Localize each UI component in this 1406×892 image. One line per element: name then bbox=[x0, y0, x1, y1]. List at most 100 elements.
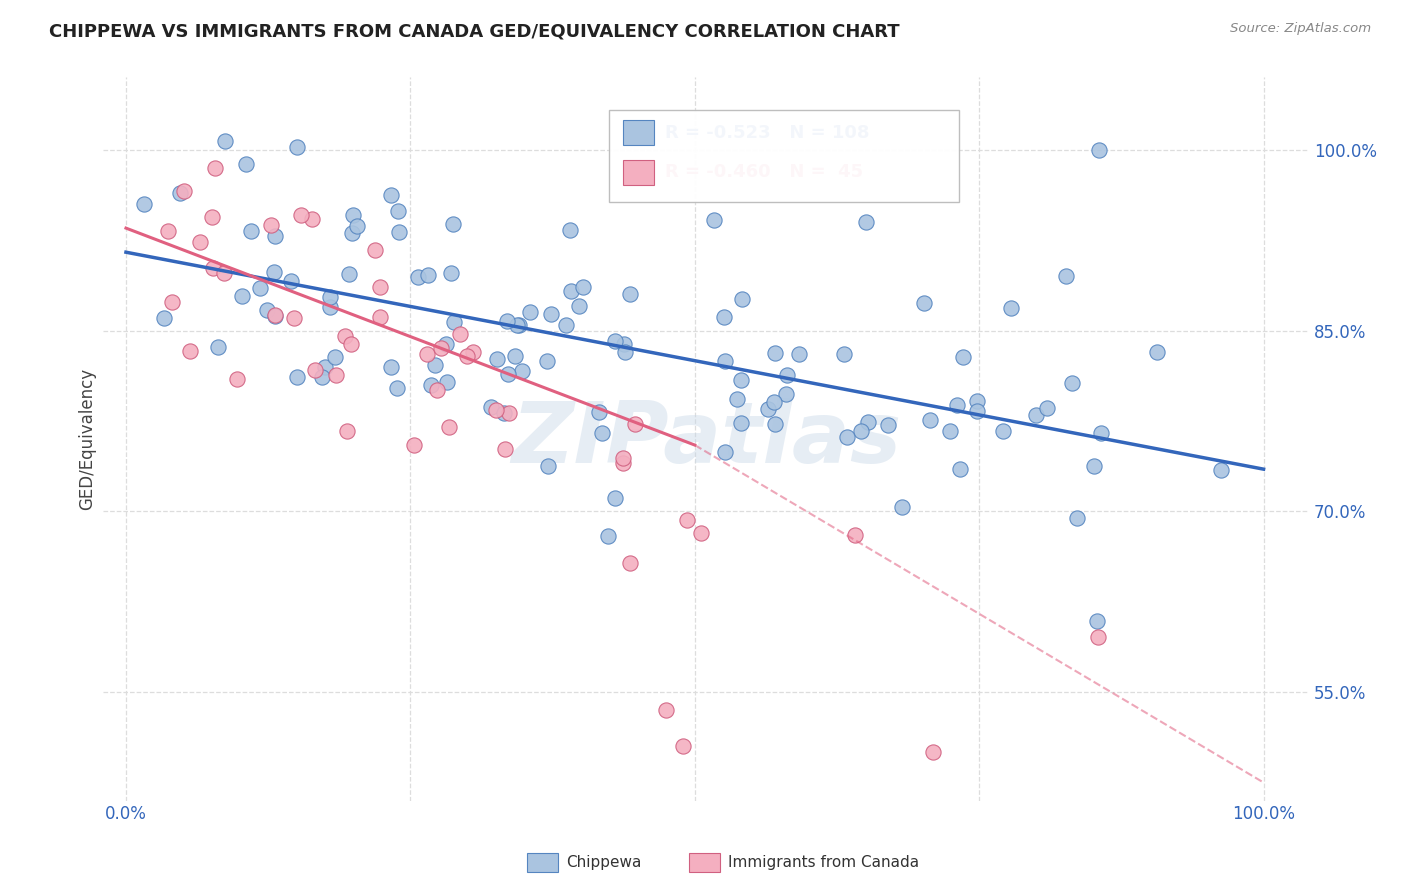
Point bbox=[613, 337, 636, 351]
Point bbox=[202, 260, 225, 275]
Point bbox=[1000, 301, 1022, 315]
Point bbox=[605, 334, 627, 348]
Text: R = -0.460   N =  45: R = -0.460 N = 45 bbox=[665, 163, 863, 181]
Point bbox=[1025, 408, 1047, 422]
Point bbox=[339, 336, 361, 351]
Point bbox=[856, 415, 879, 429]
Point bbox=[588, 405, 610, 419]
Point bbox=[368, 280, 391, 294]
Point bbox=[613, 345, 636, 359]
Point bbox=[503, 349, 526, 363]
Point bbox=[263, 309, 285, 323]
Point bbox=[730, 373, 752, 387]
Point bbox=[832, 347, 855, 361]
Point bbox=[169, 186, 191, 200]
Point bbox=[156, 224, 179, 238]
Point bbox=[336, 424, 359, 438]
Point bbox=[402, 438, 425, 452]
Point bbox=[672, 739, 695, 754]
Point bbox=[301, 212, 323, 227]
Point bbox=[912, 295, 935, 310]
Point bbox=[558, 223, 581, 237]
Text: Source: ZipAtlas.com: Source: ZipAtlas.com bbox=[1230, 22, 1371, 36]
Point bbox=[762, 395, 785, 409]
Point bbox=[479, 400, 502, 414]
Point bbox=[204, 161, 226, 175]
Point bbox=[263, 308, 285, 322]
Point bbox=[368, 310, 391, 325]
Point bbox=[655, 703, 678, 717]
Point bbox=[725, 392, 748, 406]
Point bbox=[323, 350, 346, 364]
Point bbox=[591, 425, 613, 440]
Point bbox=[676, 513, 699, 527]
Point bbox=[426, 383, 449, 397]
Point bbox=[689, 526, 711, 541]
Point bbox=[420, 377, 443, 392]
Point bbox=[555, 318, 578, 332]
Point bbox=[231, 289, 253, 303]
Point bbox=[449, 326, 471, 341]
Point bbox=[214, 134, 236, 148]
Point bbox=[536, 354, 558, 368]
Point bbox=[443, 315, 465, 329]
Point bbox=[966, 394, 988, 409]
Point bbox=[461, 345, 484, 359]
Point bbox=[713, 310, 735, 324]
Point bbox=[314, 360, 336, 375]
Point bbox=[304, 363, 326, 377]
Point bbox=[1054, 268, 1077, 283]
Point bbox=[235, 157, 257, 171]
Point bbox=[730, 416, 752, 430]
Point bbox=[775, 368, 797, 382]
Point bbox=[201, 210, 224, 224]
Point bbox=[506, 318, 529, 333]
Point bbox=[1035, 401, 1057, 415]
Point bbox=[285, 139, 308, 153]
Point bbox=[1083, 458, 1105, 473]
Text: Immigrants from Canada: Immigrants from Canada bbox=[728, 855, 920, 870]
Point bbox=[496, 314, 519, 328]
Point bbox=[966, 404, 988, 418]
Point bbox=[485, 403, 508, 417]
Point bbox=[263, 265, 285, 279]
Point bbox=[441, 217, 464, 231]
Point bbox=[1087, 630, 1109, 644]
Point bbox=[456, 350, 478, 364]
Point bbox=[612, 457, 634, 471]
Point bbox=[849, 424, 872, 438]
Point bbox=[1146, 345, 1168, 359]
Point bbox=[949, 462, 972, 476]
Point bbox=[207, 339, 229, 353]
Point bbox=[388, 225, 411, 239]
Point bbox=[844, 528, 866, 542]
Point bbox=[179, 344, 201, 359]
Point bbox=[763, 417, 786, 431]
Point bbox=[290, 208, 312, 222]
Point bbox=[264, 229, 287, 244]
Point bbox=[918, 413, 941, 427]
Point bbox=[434, 337, 457, 351]
Point bbox=[560, 285, 582, 299]
Point bbox=[519, 305, 541, 319]
Point bbox=[436, 376, 458, 390]
Point bbox=[714, 445, 737, 459]
Point bbox=[173, 184, 195, 198]
Point bbox=[835, 430, 858, 444]
Point bbox=[319, 301, 342, 315]
Point bbox=[335, 328, 357, 343]
Point bbox=[319, 290, 342, 304]
Point bbox=[952, 351, 974, 365]
Point bbox=[225, 372, 247, 386]
Point bbox=[494, 442, 516, 457]
Point bbox=[260, 219, 283, 233]
Point bbox=[572, 280, 595, 294]
Point bbox=[363, 244, 385, 258]
Point bbox=[1066, 511, 1088, 525]
Point bbox=[283, 310, 305, 325]
Point bbox=[877, 418, 900, 433]
Point bbox=[416, 268, 439, 283]
Point bbox=[342, 227, 364, 241]
Point bbox=[891, 500, 914, 514]
Text: ZIPatlas: ZIPatlas bbox=[510, 398, 901, 481]
